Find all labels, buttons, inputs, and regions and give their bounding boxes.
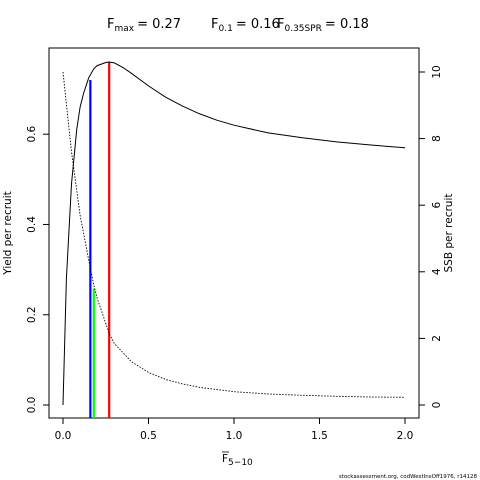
x-axis-label: F5−10: [222, 453, 253, 468]
x-tick-label: 2.0: [397, 430, 414, 442]
y-left-tick-label: 0.4: [26, 216, 38, 233]
y-right-tick-label: 6: [431, 202, 443, 209]
title-fspr-sub: 0.35SPR: [284, 24, 321, 34]
reference-lines: [89, 62, 111, 418]
title-fmax-symbol: F: [107, 17, 114, 32]
title-fspr-value: = 0.18: [325, 17, 369, 32]
y-left-tick-label: 0.2: [26, 306, 38, 323]
title-fmax-sub: max: [114, 24, 134, 34]
x-axis: 0.0 0.5 1.0 1.5 2.0: [55, 418, 414, 442]
title-fmax-value: = 0.27: [137, 17, 181, 32]
x-axis-label-sub: 5−10: [228, 458, 253, 468]
y-left-axis: 0.0 0.2 0.4 0.6: [26, 126, 49, 414]
title-f01-symbol: F: [211, 17, 218, 32]
ssb-per-recruit-line: [62, 71, 406, 398]
y-right-tick-label: 2: [431, 335, 443, 342]
title-f01-sub: 0.1: [218, 24, 232, 34]
series-group: [62, 61, 406, 406]
y-left-tick-label: 0.6: [26, 126, 38, 143]
footer-note: stockassessment.org, codWestInsOff1976, …: [339, 474, 478, 480]
title-f01-value: = 0.16: [236, 17, 280, 32]
x-tick-label: 0.5: [140, 430, 157, 442]
y-right-tick-label: 0: [431, 402, 443, 409]
y-right-axis-label: SSB per recruit: [443, 194, 455, 273]
yield-per-recruit-line: [62, 61, 406, 406]
y-left-tick-label: 0.0: [26, 397, 38, 414]
y-right-tick-label: 10: [431, 65, 443, 78]
title-fspr-symbol: F: [277, 17, 284, 32]
y-right-axis: 0 2 4 6 8 10: [419, 65, 443, 408]
x-axis-label-symbol: F: [222, 453, 228, 465]
chart-title: Fmax = 0.27 F0.1 = 0.16 F0.35SPR = 0.18: [107, 17, 369, 34]
x-tick-label: 1.0: [226, 430, 243, 442]
y-left-axis-label: Yield per recruit: [2, 191, 14, 275]
x-tick-label: 0.0: [55, 430, 72, 442]
plot-frame: [48, 47, 420, 419]
y-right-tick-label: 8: [431, 135, 443, 142]
y-right-tick-label: 4: [431, 268, 443, 275]
x-tick-label: 1.5: [311, 430, 328, 442]
